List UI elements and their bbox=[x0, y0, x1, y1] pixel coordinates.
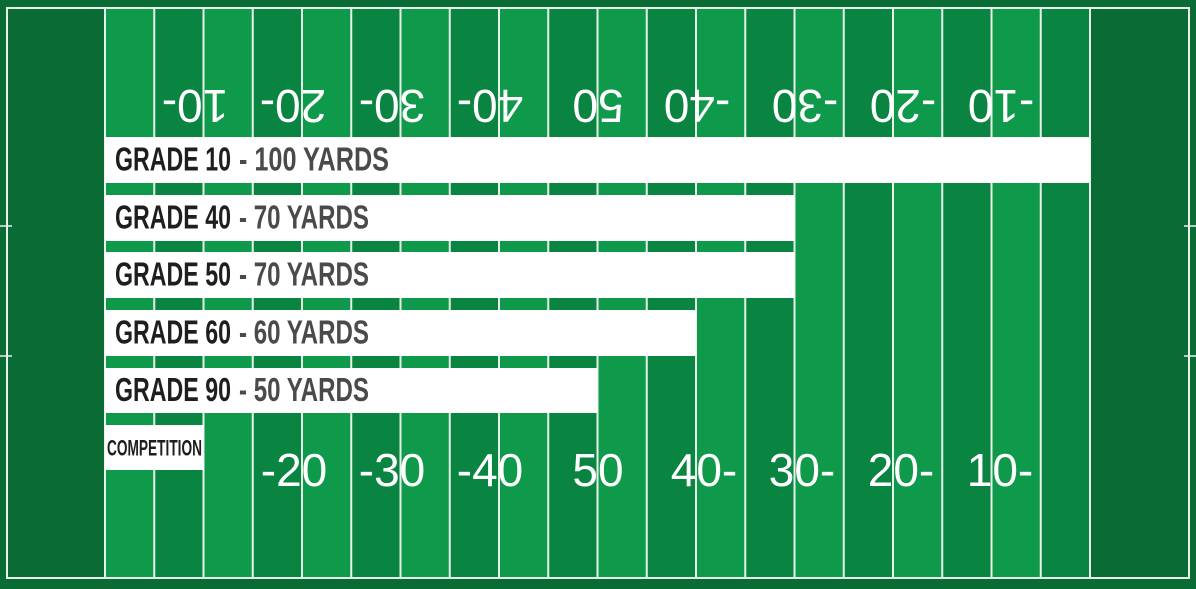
top-yard-number: -30 bbox=[772, 80, 838, 132]
bar-value-label: - 50 YARDS bbox=[239, 371, 369, 408]
field-stripe bbox=[942, 8, 992, 578]
field-stripe bbox=[991, 8, 1041, 578]
bar bbox=[105, 195, 795, 241]
top-yard-number: 50 bbox=[572, 80, 623, 132]
bottom-yard-number: -40 bbox=[457, 444, 523, 496]
top-yard-number: 20- bbox=[260, 80, 326, 132]
bar bbox=[105, 368, 598, 413]
bar-category-label: COMPETITION bbox=[107, 435, 202, 460]
field-stripe bbox=[843, 8, 893, 578]
bar bbox=[105, 252, 795, 298]
top-yard-number: -10 bbox=[968, 80, 1034, 132]
left-endzone bbox=[7, 8, 105, 578]
top-yard-number: -20 bbox=[870, 80, 936, 132]
right-endzone bbox=[1090, 8, 1189, 578]
bar-category-label: GRADE 90 bbox=[115, 371, 231, 408]
bottom-yard-number: 40- bbox=[671, 444, 737, 496]
top-yard-number: 40- bbox=[457, 80, 523, 132]
field-stripe bbox=[893, 8, 943, 578]
bottom-yard-number: 50 bbox=[572, 444, 623, 496]
top-yard-number: 10- bbox=[162, 80, 228, 132]
bar-value-label: - 70 YARDS bbox=[239, 199, 369, 236]
bottom-yard-number: 10- bbox=[967, 444, 1033, 496]
top-yard-number: 30- bbox=[359, 80, 425, 132]
bar bbox=[105, 310, 696, 356]
bottom-yard-number: 20- bbox=[868, 444, 934, 496]
bar-value-label: - 70 YARDS bbox=[239, 256, 369, 293]
field-stripe bbox=[1040, 8, 1090, 578]
bar-value-label: - 100 YARDS bbox=[239, 141, 389, 178]
bar-category-label: GRADE 10 bbox=[115, 141, 231, 178]
bar-category-label: GRADE 40 bbox=[115, 199, 231, 236]
bottom-yard-number: -20 bbox=[261, 444, 327, 496]
bar-category-label: GRADE 50 bbox=[115, 256, 231, 293]
bar-value-label: - 60 YARDS bbox=[239, 314, 369, 351]
field-boundary bbox=[6, 7, 1190, 579]
bar bbox=[105, 137, 1090, 183]
field-stripe bbox=[794, 8, 844, 578]
bar-category-label: GRADE 60 bbox=[115, 314, 231, 351]
bottom-yard-number: -30 bbox=[359, 444, 425, 496]
bottom-yard-number: 30- bbox=[769, 444, 835, 496]
bar bbox=[105, 425, 204, 470]
top-yard-number: -40 bbox=[664, 80, 730, 132]
